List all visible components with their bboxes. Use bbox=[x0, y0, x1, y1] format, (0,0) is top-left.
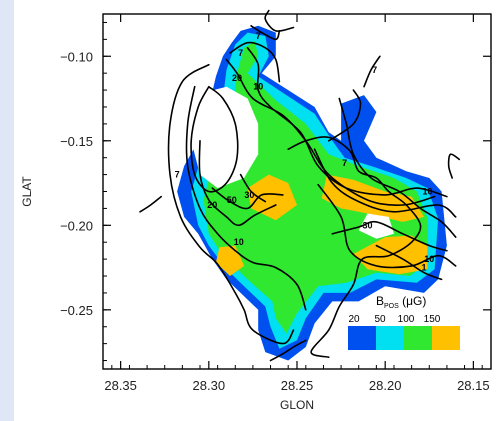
contour-line bbox=[317, 183, 457, 269]
contour-label: 10 bbox=[422, 187, 432, 197]
contour-line bbox=[313, 148, 457, 218]
colorbar-level-label: 150 bbox=[424, 314, 441, 325]
colorbar-swatches bbox=[348, 326, 460, 350]
x-tick-label: 28.35 bbox=[104, 378, 137, 393]
x-tick-label: 28.15 bbox=[457, 378, 490, 393]
contour-label: 7 bbox=[342, 158, 347, 168]
region-hole bbox=[358, 213, 394, 239]
contour-line bbox=[239, 173, 267, 203]
contour-label: 10 bbox=[424, 254, 434, 264]
contour-line bbox=[246, 47, 448, 198]
region-level-150 bbox=[215, 245, 245, 276]
contour-line bbox=[190, 85, 239, 193]
colorbar-title-unit: (μG) bbox=[399, 294, 427, 308]
colorbar-title-sub: POS bbox=[384, 303, 399, 310]
contour-line bbox=[211, 187, 284, 210]
colorbar-swatch bbox=[404, 326, 432, 350]
contour-line bbox=[327, 89, 362, 142]
y-tick-label: −0.10 bbox=[60, 49, 93, 64]
contour-label: 1 bbox=[421, 263, 426, 273]
colorbar-level-label: 50 bbox=[374, 314, 386, 325]
contour-label: 10 bbox=[234, 237, 244, 247]
contour-line bbox=[287, 136, 422, 358]
x-tick-label: 28.30 bbox=[193, 378, 226, 393]
contour-line bbox=[363, 55, 381, 88]
contour-label: 50 bbox=[227, 195, 237, 205]
contour-line bbox=[250, 25, 281, 41]
intensity-contours bbox=[139, 9, 461, 362]
contour-label: 20 bbox=[207, 200, 217, 210]
contour-line bbox=[229, 41, 281, 83]
x-axis-ticks: 28.35 28.30 28.25 28.20 28.15 bbox=[104, 14, 490, 393]
y-tick-label: −0.15 bbox=[60, 134, 93, 149]
contour-line bbox=[338, 97, 457, 238]
colorbar-level-label: 100 bbox=[398, 314, 415, 325]
colorbar-swatch bbox=[432, 326, 460, 350]
colorbar-title-main: B bbox=[376, 294, 384, 308]
y-tick-label: −0.20 bbox=[60, 218, 93, 233]
colorbar-level-labels: 20 50 100 150 bbox=[348, 314, 440, 325]
region-level-150 bbox=[321, 174, 424, 222]
contour-label: 30 bbox=[244, 190, 254, 200]
contour-line bbox=[375, 244, 443, 281]
contour-label: 7 bbox=[238, 48, 243, 58]
colorbar-level-label: 20 bbox=[348, 314, 360, 325]
contour-label: 30 bbox=[362, 220, 372, 230]
contour-label: 7 bbox=[175, 170, 180, 180]
contour-line bbox=[185, 85, 307, 311]
region-level-150 bbox=[247, 174, 297, 221]
y-tick-label: −0.25 bbox=[60, 303, 93, 318]
contour-label: 20 bbox=[232, 73, 242, 83]
colorbar-swatch bbox=[348, 326, 376, 350]
colorbar-legend: BPOS (μG) 20 50 100 150 bbox=[348, 294, 460, 350]
y-axis-ticks: −0.10 −0.15 −0.20 −0.25 bbox=[60, 21, 491, 362]
contour-line bbox=[269, 339, 307, 362]
contour-label: 10 bbox=[253, 82, 263, 92]
contour-line bbox=[167, 63, 295, 345]
y-axis-label: GLAT bbox=[20, 176, 34, 207]
x-tick-label: 28.25 bbox=[281, 378, 314, 393]
contour-line bbox=[139, 195, 162, 213]
contour-label: 7 bbox=[372, 65, 377, 75]
x-tick-label: 28.20 bbox=[369, 378, 402, 393]
contour-line bbox=[331, 220, 448, 252]
x-axis-label: GLON bbox=[280, 398, 314, 412]
contour-line bbox=[447, 153, 461, 179]
contour-line bbox=[198, 140, 277, 227]
contour-label: 7 bbox=[256, 31, 261, 41]
colorbar-swatch bbox=[376, 326, 404, 350]
colorbar-title: BPOS (μG) bbox=[376, 294, 426, 310]
region-hole bbox=[191, 86, 259, 189]
